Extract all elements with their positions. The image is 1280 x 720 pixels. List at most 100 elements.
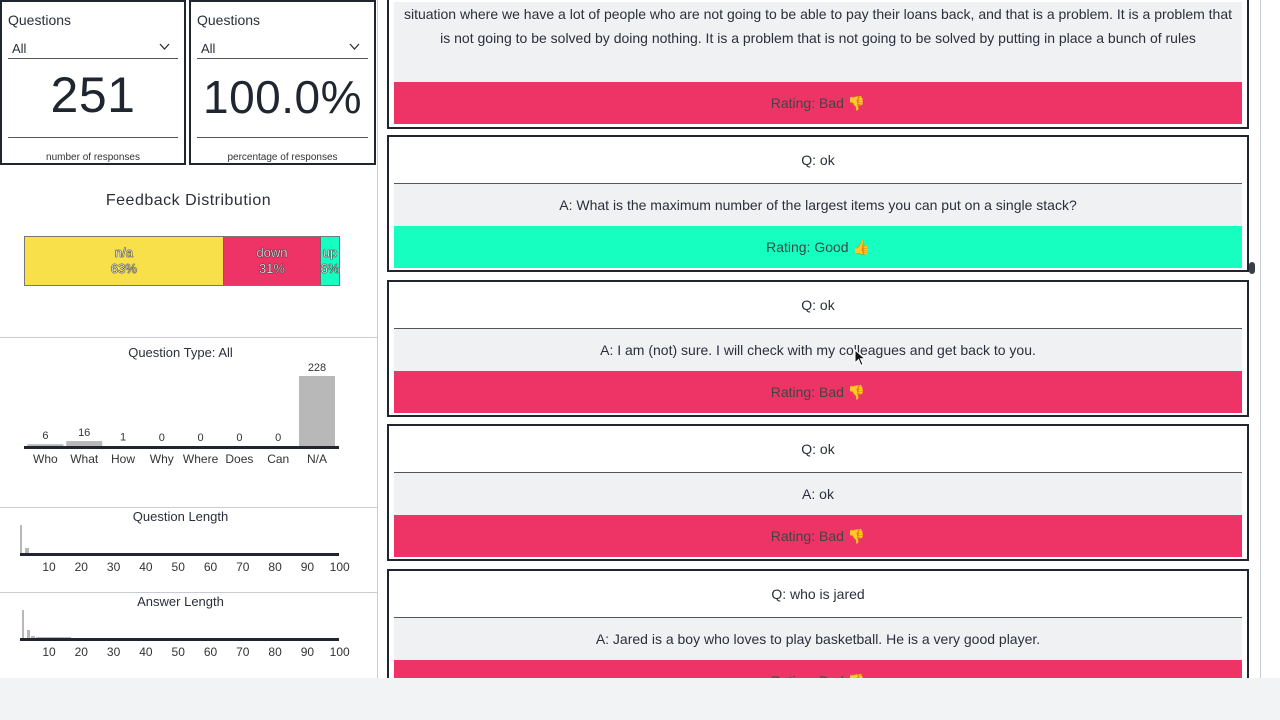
section-divider <box>0 337 377 338</box>
card-caption: number of responses <box>46 152 140 163</box>
category-label: N/A <box>307 452 327 466</box>
tick-label: 70 <box>236 560 250 574</box>
question-length-title: Question Length <box>132 509 229 524</box>
answer-length-chart: 10 20 30 40 50 60 70 80 90 100 <box>20 610 350 659</box>
rating-bad: Rating: Bad 👎 <box>394 660 1242 678</box>
tick-label: 30 <box>107 560 121 574</box>
tick-label: 30 <box>107 645 121 659</box>
card-title: Questions <box>197 12 261 28</box>
histogram-bar <box>22 610 24 638</box>
answer-text: A: Jared is a boy who loves to play bask… <box>394 618 1242 660</box>
card-caption: percentage of responses <box>227 152 338 163</box>
tick-label: 50 <box>172 645 186 659</box>
question-filter-select[interactable]: All <box>197 39 368 59</box>
feedback-segment-na: n/a 63% <box>25 237 223 285</box>
category-label: How <box>111 452 135 466</box>
feedback-distribution-bar: n/a 63% down 31% up 6% <box>24 236 340 286</box>
scrollbar-thumb[interactable] <box>1249 262 1255 274</box>
tick-label: 80 <box>268 645 282 659</box>
tick-label: 40 <box>139 560 153 574</box>
tick-label: 100 <box>330 645 350 659</box>
question-length-chart: 10 20 30 40 50 60 70 80 90 100 <box>20 525 350 574</box>
bar-value-label: 228 <box>308 362 326 374</box>
feedback-segment-percent: 6% <box>320 261 340 276</box>
question-text: Q: ok <box>801 297 835 313</box>
tick-label: 10 <box>42 560 56 574</box>
entry-divider <box>394 472 1242 473</box>
bar-value-label: 0 <box>236 432 242 444</box>
tick-label: 20 <box>75 560 89 574</box>
section-divider <box>0 507 377 508</box>
qa-entry: Q: ok A: I am (not) sure. I will check w… <box>387 280 1249 417</box>
bar-value-label: 1 <box>120 432 126 444</box>
bar-value-label: 6 <box>42 430 48 442</box>
category-label: What <box>70 452 99 466</box>
bar-value-label: 0 <box>159 432 165 444</box>
tick-label: 70 <box>236 645 250 659</box>
question-type-title: Question Type: All <box>128 345 233 360</box>
tick-label: 20 <box>75 645 89 659</box>
response-percentage-value: 100.0% <box>202 71 362 123</box>
tick-label: 90 <box>301 645 315 659</box>
qa-entry: Q: ok A: ok Rating: Bad 👎 <box>387 424 1249 561</box>
qa-feed[interactable]: situation where we have a lot of people … <box>377 0 1261 678</box>
feedback-segment-label: up <box>322 245 338 260</box>
section-divider <box>0 592 377 593</box>
rating-bad: Rating: Bad 👎 <box>394 371 1242 413</box>
category-label: Why <box>150 452 174 466</box>
tick-label: 100 <box>330 560 350 574</box>
card-divider <box>8 137 178 138</box>
response-percentage-card: Questions All 100.0% percentage of respo… <box>189 0 376 165</box>
bar-what <box>66 441 103 446</box>
answer-text: A: ok <box>394 473 1242 515</box>
feedback-segment-label: n/a <box>114 245 133 260</box>
tick-label: 50 <box>172 560 186 574</box>
tick-label: 80 <box>268 560 282 574</box>
question-filter-select[interactable]: All <box>8 39 178 59</box>
qa-entry: Q: who is jared A: Jared is a boy who lo… <box>387 569 1249 678</box>
bar-value-label: 0 <box>198 432 204 444</box>
qa-entry: Q: ok A: What is the maximum number of t… <box>387 135 1249 272</box>
rating-bad: Rating: Bad 👎 <box>394 82 1242 124</box>
answer-text: A: I am (not) sure. I will check with my… <box>394 329 1242 371</box>
card-divider <box>197 137 368 138</box>
qa-entry: situation where we have a lot of people … <box>387 0 1249 129</box>
answer-text: situation where we have a lot of people … <box>394 2 1242 82</box>
tick-label: 60 <box>204 560 218 574</box>
entry-divider <box>394 617 1242 618</box>
chevron-down-icon <box>349 43 360 50</box>
tick-label: 10 <box>42 645 56 659</box>
category-label: Who <box>33 452 58 466</box>
entry-divider <box>394 183 1242 184</box>
bar-who <box>27 444 64 446</box>
feedback-distribution-title: Feedback Distribution <box>105 192 272 209</box>
question-text: Q: who is jared <box>771 586 865 602</box>
tick-label: 60 <box>204 645 218 659</box>
category-label: Can <box>267 452 289 466</box>
left-panel: Questions All 251 number of responses Qu… <box>0 0 378 678</box>
bar-na <box>299 376 335 446</box>
histogram-bar <box>27 630 30 638</box>
answer-length-title: Answer Length <box>137 594 224 609</box>
category-label: Does <box>225 452 253 466</box>
tick-label: 40 <box>139 645 153 659</box>
feedback-segment-percent: 63% <box>110 261 137 276</box>
filter-value: All <box>201 41 216 56</box>
histogram-bar <box>31 636 35 638</box>
histogram-bar <box>20 525 22 553</box>
question-text: Q: ok <box>801 152 835 168</box>
feedback-segment-down: down 31% <box>222 237 321 285</box>
response-count-card: Questions All 251 number of responses <box>0 0 186 165</box>
rating-bad: Rating: Bad 👎 <box>394 515 1242 557</box>
feedback-segment-label: down <box>256 245 288 260</box>
feedback-segment-percent: 31% <box>258 261 285 276</box>
chevron-down-icon <box>159 43 170 50</box>
histogram-bar <box>36 637 71 638</box>
response-count-value: 251 <box>50 67 136 123</box>
bar-value-label: 16 <box>78 427 90 439</box>
filter-value: All <box>12 41 27 56</box>
page-bottom-area <box>0 678 1280 720</box>
card-title: Questions <box>8 12 72 28</box>
question-type-chart: 6 Who 16 What 1 How 0 Why 0 Where 0 Does 0 Can 228 N/A <box>24 362 339 466</box>
question-text: Q: ok <box>801 441 835 457</box>
